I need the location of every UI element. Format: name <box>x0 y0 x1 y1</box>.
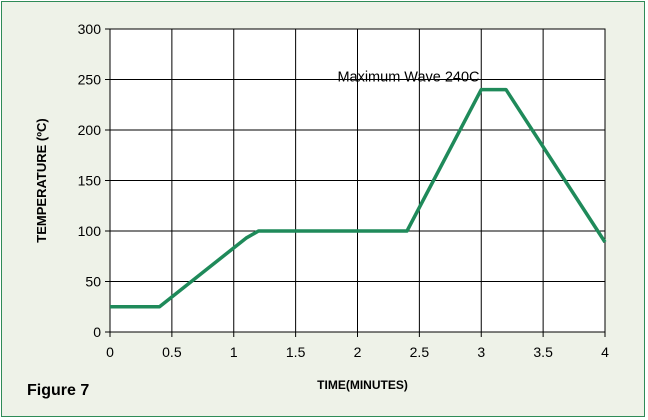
x-tick-label: 1.5 <box>286 344 306 360</box>
y-tick-label: 50 <box>85 274 101 290</box>
x-axis-ticks: 0 0.5 1 1.5 2 2.5 3 3.5 4 <box>106 332 609 360</box>
y-axis-label: TEMPERATURE (ºC) <box>34 118 49 242</box>
x-tick-label: 3 <box>477 344 485 360</box>
annotations-layer: Maximum Wave 240C <box>337 69 479 85</box>
x-tick-label: 0 <box>106 344 114 360</box>
x-tick-label: 1 <box>230 344 238 360</box>
series-layer <box>110 87 607 309</box>
y-tick-label: 100 <box>78 223 102 239</box>
y-axis-ticks: 0 50 100 150 200 250 300 <box>78 21 110 340</box>
y-tick-label: 250 <box>78 72 102 88</box>
x-tick-label: 4 <box>601 344 609 360</box>
x-tick-label: 2 <box>354 344 362 360</box>
max-wave-annotation: Maximum Wave 240C <box>337 69 479 85</box>
y-tick-label: 200 <box>78 122 102 138</box>
figure-caption: Figure 7 <box>27 382 90 399</box>
x-tick-label: 0.5 <box>162 344 182 360</box>
x-tick-label: 2.5 <box>410 344 430 360</box>
y-tick-label: 150 <box>78 173 102 189</box>
x-axis-label: TIME(MINUTES) <box>317 378 408 392</box>
y-tick-label: 0 <box>93 324 101 340</box>
y-tick-label: 300 <box>78 21 102 37</box>
x-tick-label: 3.5 <box>533 344 553 360</box>
temperature-series-line <box>110 87 607 309</box>
